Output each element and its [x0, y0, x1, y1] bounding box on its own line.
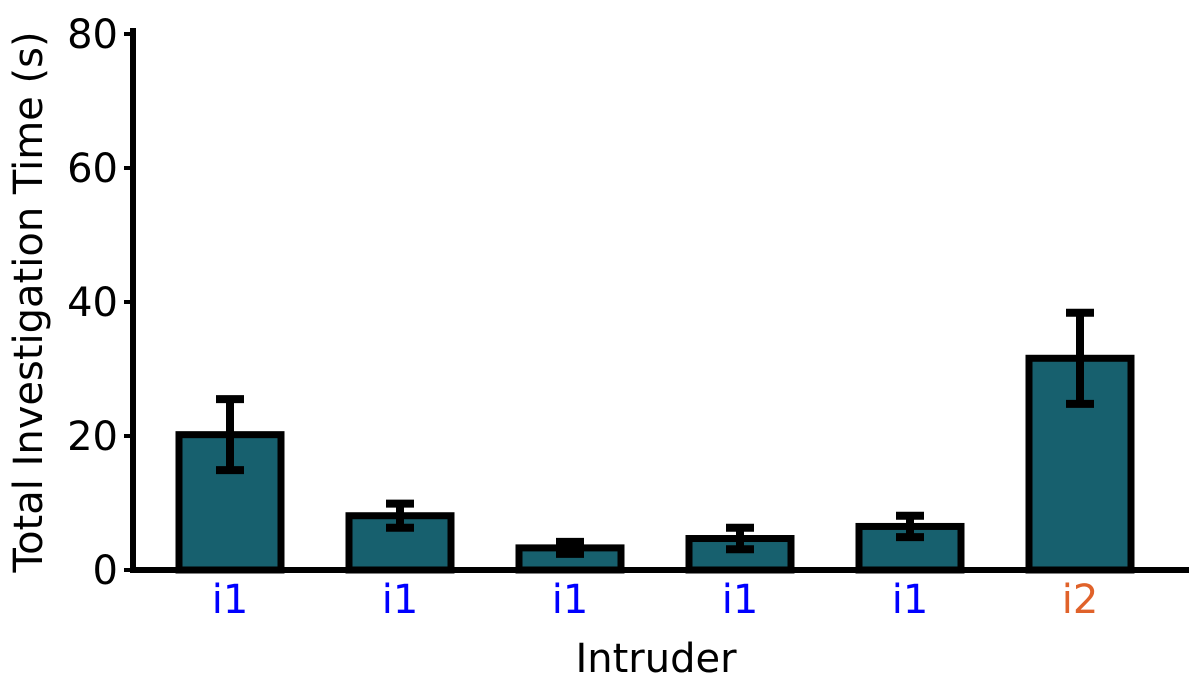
x-tick-label: i2	[1062, 577, 1099, 623]
y-tick-label: 40	[67, 280, 118, 326]
x-tick-label: i1	[892, 577, 929, 623]
x-tick-label: i1	[382, 577, 419, 623]
x-ticks: i1 i1 i1 i1 i1 i2	[212, 577, 1099, 623]
x-tick-label: i1	[552, 577, 589, 623]
x-tick-label: i1	[212, 577, 249, 623]
y-tick-label: 80	[67, 12, 118, 58]
y-axis-label: Total Investigation Time (s)	[6, 31, 52, 573]
y-tick-label: 60	[67, 146, 118, 192]
x-axis-label: Intruder	[575, 636, 737, 682]
y-ticks: 0 20 40 60 80	[67, 12, 133, 594]
y-tick-label: 0	[93, 548, 118, 594]
y-tick-label: 20	[67, 414, 118, 460]
bars-layer	[175, 308, 1135, 574]
x-tick-label: i1	[722, 577, 759, 623]
